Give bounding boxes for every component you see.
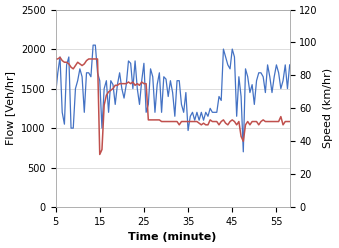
X-axis label: Time (minute): Time (minute) [128, 232, 217, 243]
Y-axis label: Flow [Veh/hr]: Flow [Veh/hr] [5, 71, 16, 145]
Y-axis label: Speed (km/hr): Speed (km/hr) [323, 68, 334, 148]
